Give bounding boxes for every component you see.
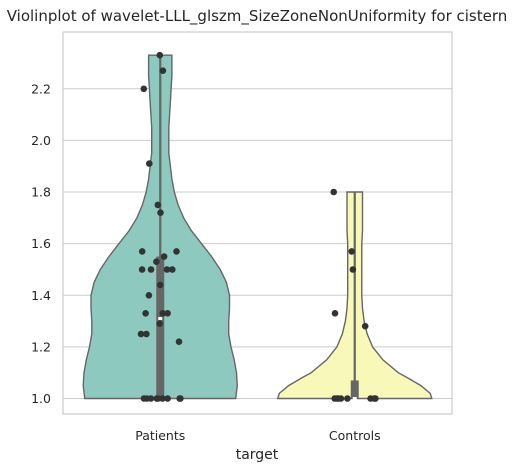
data-point bbox=[160, 253, 168, 260]
y-tick-label: 2.0 bbox=[31, 133, 51, 148]
data-point bbox=[348, 248, 356, 255]
data-point bbox=[157, 209, 164, 216]
y-tick-label: 1.8 bbox=[31, 185, 51, 200]
data-point bbox=[138, 248, 146, 255]
data-point bbox=[142, 310, 149, 317]
data-point bbox=[344, 395, 351, 402]
median-marker bbox=[158, 317, 163, 320]
plot-frame bbox=[62, 31, 453, 415]
data-point bbox=[159, 67, 167, 74]
y-tick-label: 1.6 bbox=[31, 236, 51, 251]
data-point bbox=[153, 258, 160, 266]
y-tick-label: 1.2 bbox=[31, 339, 51, 354]
data-point bbox=[367, 395, 374, 402]
strip-points bbox=[137, 51, 379, 402]
y-tick-label: 2.2 bbox=[31, 81, 51, 96]
data-point bbox=[349, 266, 357, 273]
data-point bbox=[145, 292, 153, 299]
x-axis-label: target bbox=[236, 447, 279, 463]
data-point bbox=[175, 338, 183, 346]
iqr-box bbox=[350, 380, 359, 399]
data-point bbox=[164, 395, 171, 402]
chart-title: Violinplot of wavelet-LLL_glszm_SizeZone… bbox=[7, 7, 508, 26]
data-point bbox=[156, 320, 163, 328]
data-point bbox=[137, 330, 145, 338]
inner-boxes bbox=[156, 55, 359, 401]
data-point bbox=[173, 248, 180, 255]
x-tick-label: Patients bbox=[135, 428, 185, 443]
data-point bbox=[335, 395, 342, 402]
data-point bbox=[146, 160, 153, 167]
y-tick-labels: 1.0 1.2 1.4 1.6 1.8 2.0 2.2 bbox=[31, 81, 51, 406]
y-tick-label: 1.4 bbox=[31, 288, 51, 303]
data-point bbox=[156, 281, 164, 289]
data-point bbox=[331, 310, 339, 317]
data-point bbox=[163, 266, 171, 273]
x-tick-labels: Patients Controls bbox=[135, 428, 380, 443]
data-point bbox=[361, 322, 369, 330]
data-point bbox=[138, 266, 146, 273]
data-point bbox=[372, 395, 379, 402]
data-point bbox=[330, 188, 338, 196]
data-point bbox=[156, 51, 164, 59]
y-tick-label: 1.0 bbox=[31, 391, 51, 406]
data-point bbox=[143, 330, 150, 338]
x-tick-label: Controls bbox=[329, 428, 381, 443]
data-point bbox=[154, 201, 162, 209]
data-point bbox=[164, 310, 171, 317]
data-point bbox=[176, 395, 183, 402]
data-point bbox=[147, 266, 155, 273]
data-point bbox=[159, 395, 166, 402]
data-point bbox=[153, 395, 161, 402]
iqr-box bbox=[156, 256, 165, 399]
data-point bbox=[159, 310, 167, 317]
data-point bbox=[147, 395, 155, 402]
median-marker bbox=[352, 397, 357, 401]
data-point bbox=[140, 85, 148, 93]
data-point bbox=[169, 266, 176, 273]
